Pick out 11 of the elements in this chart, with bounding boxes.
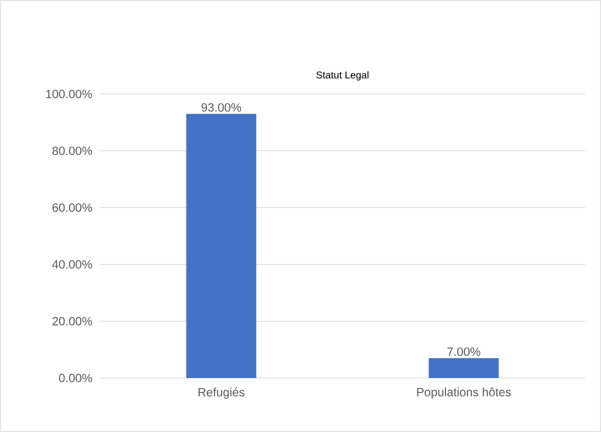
- y-tick-label: 20.00%: [52, 316, 92, 326]
- y-tick-label: 100.00%: [46, 90, 92, 98]
- y-tick-label: 40.00%: [52, 260, 92, 269]
- data-label: 93.00%: [202, 103, 242, 112]
- y-tick-label: 0.00%: [59, 374, 92, 382]
- y-tick-label: 80.00%: [52, 146, 92, 156]
- chart-title: Statut Legal: [316, 71, 368, 80]
- x-tick-label: Refugiés: [198, 388, 244, 399]
- x-tick-label: Populations hôtes: [417, 388, 511, 399]
- data-label: 7.00%: [447, 347, 480, 356]
- y-tick-label: 60.00%: [52, 203, 92, 212]
